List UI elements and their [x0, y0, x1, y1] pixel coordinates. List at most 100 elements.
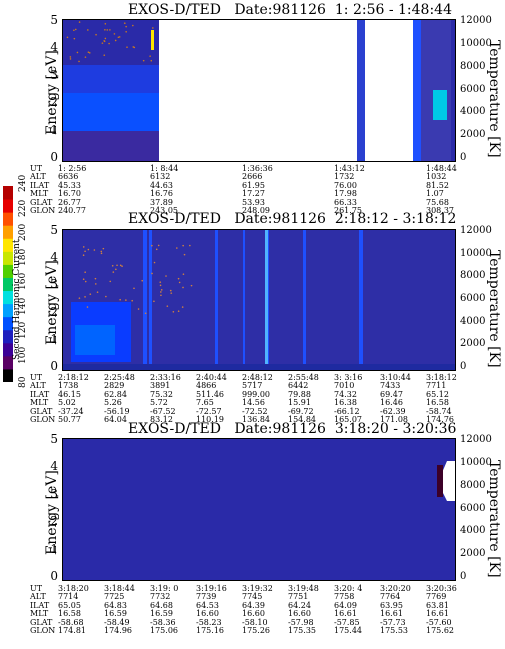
table-column: 3:18:44 7725 64.83 16.59 -58.49 174.96 — [104, 584, 135, 636]
ytick-label: 0 — [50, 150, 58, 164]
noise-dot — [82, 246, 85, 248]
noise-dot — [137, 308, 140, 310]
panel-3-y2label: Temperature [K] — [486, 460, 502, 578]
noise-dot — [159, 284, 162, 287]
colorbar-band — [3, 316, 13, 331]
ytick-label: 1 — [50, 541, 58, 556]
ytick-label: 5 — [50, 223, 58, 237]
ytick-label: 3 — [50, 67, 58, 82]
y2tick-label: 10000 — [460, 247, 492, 259]
noise-dot — [118, 36, 121, 38]
ytick-label: 3 — [50, 486, 58, 501]
noise-dot — [166, 305, 169, 307]
noise-dot — [177, 277, 180, 280]
table-column: 2:18:12 1738 46.15 5.02 -37.24 50.77 — [58, 373, 89, 425]
noise-dot — [82, 278, 85, 280]
noise-dot — [87, 51, 90, 53]
noise-dot — [86, 306, 89, 308]
noise-dot — [155, 248, 158, 251]
colorbar-gradient — [3, 186, 13, 382]
colorbar-band — [3, 199, 13, 213]
noise-dot — [150, 59, 153, 62]
y2tick-label: 8000 — [460, 270, 486, 282]
noise-dot — [151, 272, 153, 275]
table-column: 2:55:48 6442 79.88 15.91 -69.72 154.84 — [288, 373, 319, 425]
noise-dot — [108, 42, 110, 45]
panel-1-y2label: Temperature [K] — [486, 40, 502, 158]
colorbar-band — [3, 290, 13, 305]
data-strip — [265, 230, 268, 370]
y2tick-label: 10000 — [460, 37, 492, 49]
colorbar-tick: 200 — [18, 223, 28, 241]
noise-dot — [69, 58, 72, 60]
ytick-label: 0 — [50, 359, 58, 373]
table-column: 2:33:16 3891 75.32 5.72 -67.52 83.12 — [150, 373, 181, 425]
colorbar-band — [3, 186, 13, 200]
band — [63, 131, 159, 161]
noise-dot — [84, 250, 86, 253]
y2tick-label: 4000 — [460, 106, 486, 118]
ytick-label: 4 — [50, 40, 58, 55]
gap — [441, 461, 455, 501]
table-column: 1: 8:44 6132 44.63 16.76 37.89 243.05 — [150, 164, 179, 216]
noise-dot — [125, 25, 127, 28]
y2tick-label: 2000 — [460, 548, 486, 560]
data-strip — [303, 230, 306, 370]
noise-dot — [125, 299, 127, 301]
noise-dot — [153, 300, 155, 303]
colorbar-band — [3, 251, 13, 265]
noise-dot — [157, 244, 160, 247]
data-strip — [413, 20, 421, 161]
noise-dot — [121, 265, 123, 267]
y2tick-label: 8000 — [460, 60, 486, 72]
table-column: 1:36:36 2666 61.95 17.27 53.93 248.09 — [242, 164, 273, 216]
y2tick-label: 12000 — [460, 225, 492, 236]
table-column: 2:48:12 5717 999.00 14.56 -72.52 136.84 — [242, 373, 273, 425]
noise-dot — [181, 306, 184, 308]
colorbar-band — [3, 238, 13, 252]
table-column: 2:25:48 2829 62.84 5.26 -56.19 64.04 — [104, 373, 135, 425]
noise-dot — [182, 244, 184, 247]
colorbar-band — [3, 303, 13, 318]
ytick-label: 1 — [50, 331, 58, 346]
data-strip — [243, 230, 245, 370]
y2tick-label: 6000 — [460, 83, 486, 95]
ytick-label: 4 — [50, 250, 58, 265]
noise-dot — [132, 24, 134, 27]
noise-dot — [159, 281, 162, 283]
y2tick-label: 10000 — [460, 456, 492, 468]
noise-dot — [172, 310, 175, 313]
table-column: 3:20: 4 7758 64.09 16.61 -57.85 175.44 — [334, 584, 363, 636]
noise-dot — [126, 46, 128, 48]
noise-dot — [153, 261, 156, 264]
noise-dot — [144, 312, 147, 315]
y2tick-label: 0 — [460, 571, 467, 582]
y2tick-label: 6000 — [460, 502, 486, 514]
noise-dot — [104, 22, 107, 25]
colorbar-band — [3, 225, 13, 239]
table-column: 3:10:44 7433 69.47 16.46 -62.39 171.08 — [380, 373, 411, 425]
noise-dot — [160, 289, 163, 291]
data-strip — [143, 230, 147, 370]
noise-dot — [103, 40, 105, 42]
noise-dot — [105, 295, 107, 298]
panel-2-title: EXOS-D/TED Date:981126 2:18:12 - 3:18:12 — [128, 211, 457, 227]
noise-dot — [94, 277, 97, 280]
noise-dot — [115, 268, 117, 271]
ytick-label: 2 — [50, 95, 58, 110]
ytick-label: 5 — [50, 432, 58, 446]
ytick-label: 3 — [50, 277, 58, 292]
table-column: 3:20:36 7769 63.81 16.61 -57.60 175.62 — [426, 584, 457, 636]
noise-dot — [182, 273, 185, 275]
table-column: 1:43:12 1732 76.00 17.98 66.33 261.75 — [334, 164, 365, 216]
table-column: 3:19: 0 7732 64.68 16.59 -58.36 175.06 — [150, 584, 179, 636]
table-row-labels: UT ALT ILAT MLT GLAT GLON — [30, 584, 56, 636]
y2tick-label: 12000 — [460, 434, 492, 445]
spike — [151, 30, 154, 50]
noise-dot — [76, 51, 79, 54]
noise-dot — [84, 296, 86, 298]
noise-dot — [104, 37, 107, 40]
table-column: 3:19:32 7745 64.39 16.60 -58.10 175.26 — [242, 584, 273, 636]
noise-dot — [183, 253, 186, 256]
noise-dot — [109, 280, 112, 283]
